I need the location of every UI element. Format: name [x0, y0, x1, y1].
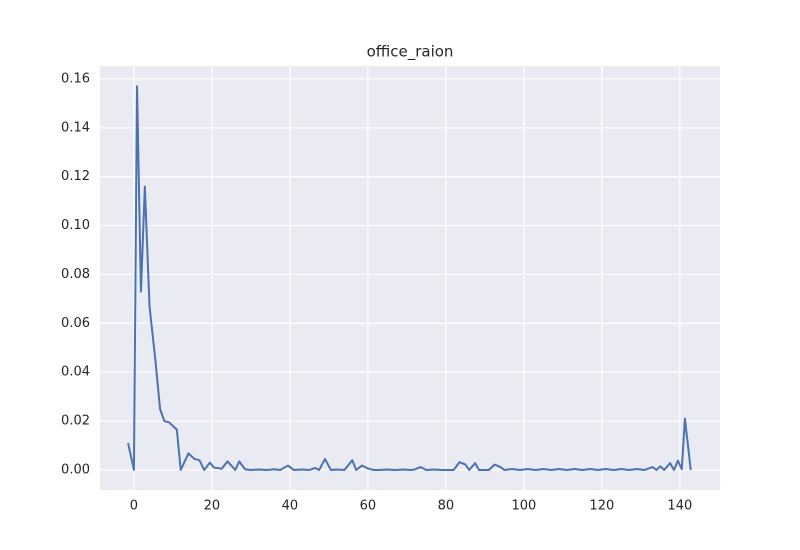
y-tick-label: 0.16 [61, 71, 90, 86]
x-tick-label: 140 [667, 499, 692, 514]
y-tick-label: 0.00 [61, 462, 90, 477]
y-tick-label: 0.02 [61, 414, 90, 429]
y-tick-label: 0.10 [61, 218, 90, 233]
y-tick-label: 0.12 [61, 169, 90, 184]
y-tick-label: 0.08 [61, 267, 90, 282]
x-tick-label: 0 [130, 499, 138, 514]
x-tick-label: 20 [204, 499, 221, 514]
x-tick-label: 80 [438, 499, 455, 514]
chart-title: office_raion [367, 43, 454, 62]
y-tick-label: 0.04 [61, 365, 90, 380]
data-line [127, 85, 692, 471]
y-tick-label: 0.14 [61, 120, 90, 135]
plot-area [100, 66, 720, 490]
x-tick-label: 120 [589, 499, 614, 514]
x-tick-label: 40 [282, 499, 299, 514]
x-tick-label: 60 [360, 499, 377, 514]
x-tick-label: 100 [511, 499, 536, 514]
y-tick-label: 0.06 [61, 316, 90, 331]
